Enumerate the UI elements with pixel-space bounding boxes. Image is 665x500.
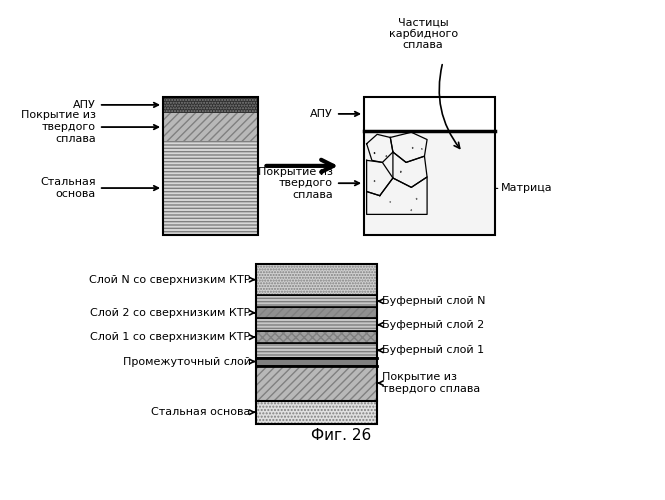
Text: Буферный слой N: Буферный слой N	[378, 296, 485, 306]
Text: Буферный слой 2: Буферный слой 2	[378, 320, 484, 330]
Bar	[256, 318, 377, 331]
Text: Фиг. 26: Фиг. 26	[311, 428, 371, 443]
Bar	[364, 96, 495, 131]
Bar	[256, 295, 377, 307]
Bar	[163, 113, 258, 141]
Text: АПУ: АПУ	[311, 109, 359, 119]
Text: Промежуточный слой: Промежуточный слой	[122, 356, 254, 366]
Text: Покрытие из
твердого сплава: Покрытие из твердого сплава	[378, 372, 480, 394]
Bar	[163, 141, 258, 235]
Text: Слой 1 со сверхнизким КТР: Слой 1 со сверхнизким КТР	[90, 332, 254, 342]
Bar	[256, 264, 377, 295]
Text: Буферный слой 1: Буферный слой 1	[378, 346, 484, 356]
Bar	[163, 96, 258, 113]
Bar	[163, 96, 258, 235]
Text: Слой N со сверхнизким КТР: Слой N со сверхнизким КТР	[89, 274, 254, 284]
Bar	[256, 264, 377, 424]
Text: Частицы
карбидного
сплава: Частицы карбидного сплава	[388, 17, 458, 50]
Text: АПУ: АПУ	[73, 100, 158, 110]
Bar	[256, 331, 377, 343]
Text: Стальная
основа: Стальная основа	[41, 178, 158, 199]
Text: Матрица: Матрица	[495, 184, 552, 194]
Bar	[256, 307, 377, 318]
Bar	[256, 400, 377, 424]
Bar	[256, 366, 377, 400]
Bar	[256, 358, 377, 366]
Bar	[364, 131, 495, 235]
Bar	[364, 96, 495, 235]
Text: Слой 2 со сверхнизким КТР: Слой 2 со сверхнизким КТР	[90, 308, 254, 318]
Bar	[256, 343, 377, 357]
Text: Покрытие из
твердого
сплава: Покрытие из твердого сплава	[21, 110, 158, 144]
Text: Стальная основа: Стальная основа	[151, 407, 254, 417]
Text: Покрытие из
твердого
сплава: Покрытие из твердого сплава	[258, 166, 359, 200]
